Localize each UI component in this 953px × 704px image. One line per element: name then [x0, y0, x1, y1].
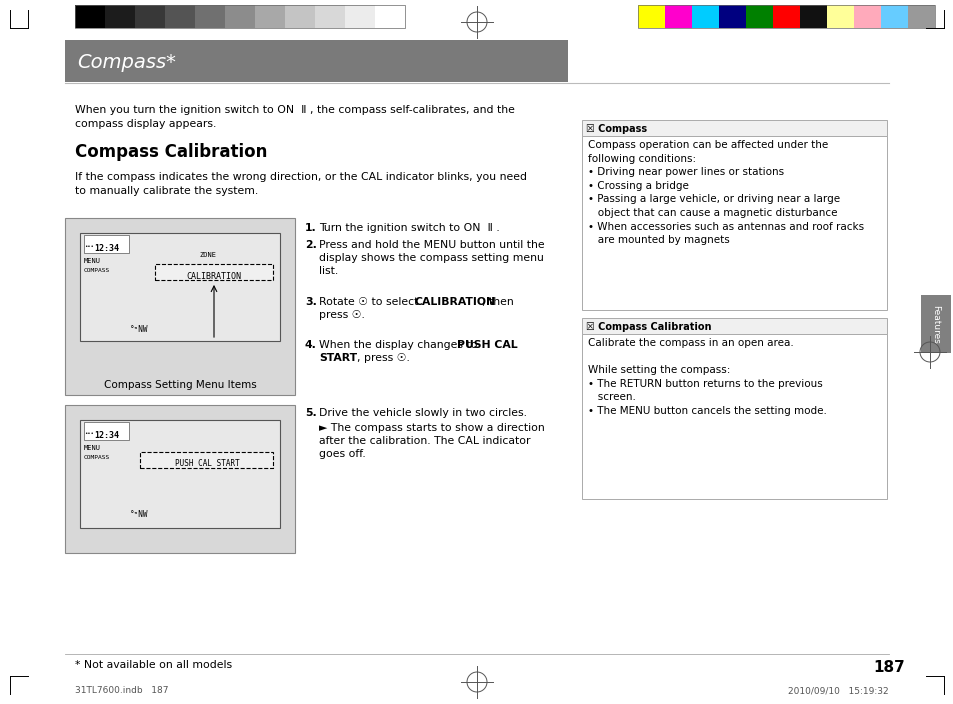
- Bar: [691, 5, 719, 28]
- Bar: [638, 5, 934, 28]
- Text: ☒ Compass: ☒ Compass: [585, 124, 646, 134]
- Text: 3.: 3.: [305, 297, 316, 307]
- Text: , then: , then: [481, 297, 514, 307]
- Text: 2.: 2.: [305, 240, 316, 250]
- Text: Compass*: Compass*: [77, 53, 175, 72]
- Text: ZONE: ZONE: [200, 252, 216, 258]
- Text: 12:34: 12:34: [94, 431, 119, 440]
- Bar: [154, 264, 273, 280]
- Text: 1.: 1.: [305, 223, 316, 233]
- Text: PUSH CAL: PUSH CAL: [456, 340, 517, 350]
- Text: •••: •••: [84, 244, 93, 249]
- Bar: [800, 5, 826, 28]
- Text: MENU: MENU: [84, 258, 101, 264]
- Bar: [194, 5, 225, 28]
- Text: COMPASS: COMPASS: [84, 455, 111, 460]
- Bar: [345, 5, 375, 28]
- Bar: [254, 5, 285, 28]
- Bar: [105, 5, 135, 28]
- Bar: [907, 5, 934, 28]
- Bar: [314, 5, 345, 28]
- Text: °ᵊNW: °ᵊNW: [130, 325, 149, 334]
- Bar: [581, 120, 886, 136]
- Bar: [826, 5, 853, 28]
- Bar: [84, 235, 129, 253]
- Bar: [772, 5, 800, 28]
- Text: Compass Calibration: Compass Calibration: [75, 143, 267, 161]
- Text: Rotate ☉ to select: Rotate ☉ to select: [318, 297, 421, 307]
- Text: COMPASS: COMPASS: [84, 268, 111, 273]
- Bar: [140, 452, 273, 468]
- Bar: [581, 136, 886, 310]
- Bar: [581, 334, 886, 499]
- Bar: [65, 40, 567, 82]
- Text: ► The compass starts to show a direction
after the calibration. The CAL indicato: ► The compass starts to show a direction…: [318, 423, 544, 460]
- Text: Drive the vehicle slowly in two circles.: Drive the vehicle slowly in two circles.: [318, 408, 526, 418]
- Bar: [84, 422, 129, 440]
- Bar: [135, 5, 165, 28]
- Text: When the display changes to: When the display changes to: [318, 340, 480, 350]
- Text: , press ☉.: , press ☉.: [356, 353, 410, 363]
- Bar: [745, 5, 772, 28]
- Text: CALIBRATION: CALIBRATION: [186, 272, 241, 281]
- Text: When you turn the ignition switch to ON  Ⅱ , the compass self-calibrates, and th: When you turn the ignition switch to ON …: [75, 105, 515, 129]
- Text: START: START: [318, 353, 356, 363]
- Bar: [75, 5, 405, 28]
- Text: 31TL7600.indb   187: 31TL7600.indb 187: [75, 686, 169, 695]
- Text: Press and hold the MENU button until the
display shows the compass setting menu
: Press and hold the MENU button until the…: [318, 240, 544, 277]
- Bar: [375, 5, 405, 28]
- Bar: [65, 218, 294, 395]
- Text: MENU: MENU: [84, 445, 101, 451]
- Bar: [581, 318, 886, 334]
- Text: 4.: 4.: [305, 340, 316, 350]
- Text: Calibrate the compass in an open area.

While setting the compass:
• The RETURN : Calibrate the compass in an open area. W…: [587, 338, 826, 416]
- Text: PUSH CAL START: PUSH CAL START: [174, 459, 239, 468]
- Text: 5.: 5.: [305, 408, 316, 418]
- Text: CALIBRATION: CALIBRATION: [415, 297, 496, 307]
- Text: Compass Setting Menu Items: Compass Setting Menu Items: [104, 380, 256, 390]
- Bar: [638, 5, 664, 28]
- Bar: [664, 5, 691, 28]
- Bar: [165, 5, 194, 28]
- Text: 2010/09/10   15:19:32: 2010/09/10 15:19:32: [787, 686, 888, 695]
- Text: Compass operation can be affected under the
following conditions:
• Driving near: Compass operation can be affected under …: [587, 140, 863, 245]
- Text: •••: •••: [84, 431, 93, 436]
- Bar: [80, 420, 280, 528]
- Bar: [80, 233, 280, 341]
- Text: * Not available on all models: * Not available on all models: [75, 660, 232, 670]
- Bar: [65, 405, 294, 553]
- Bar: [225, 5, 254, 28]
- Text: If the compass indicates the wrong direction, or the CAL indicator blinks, you n: If the compass indicates the wrong direc…: [75, 172, 526, 196]
- Bar: [75, 5, 105, 28]
- Bar: [719, 5, 745, 28]
- Text: °ᵊNW: °ᵊNW: [130, 510, 149, 519]
- Bar: [285, 5, 314, 28]
- Text: Features: Features: [930, 305, 940, 344]
- Text: 12:34: 12:34: [94, 244, 119, 253]
- Text: press ☉.: press ☉.: [318, 310, 364, 320]
- Bar: [880, 5, 907, 28]
- Text: Turn the ignition switch to ON  Ⅱ .: Turn the ignition switch to ON Ⅱ .: [318, 223, 499, 233]
- Bar: [920, 295, 950, 353]
- Bar: [853, 5, 880, 28]
- Text: 187: 187: [872, 660, 904, 675]
- Text: ☒ Compass Calibration: ☒ Compass Calibration: [585, 322, 711, 332]
